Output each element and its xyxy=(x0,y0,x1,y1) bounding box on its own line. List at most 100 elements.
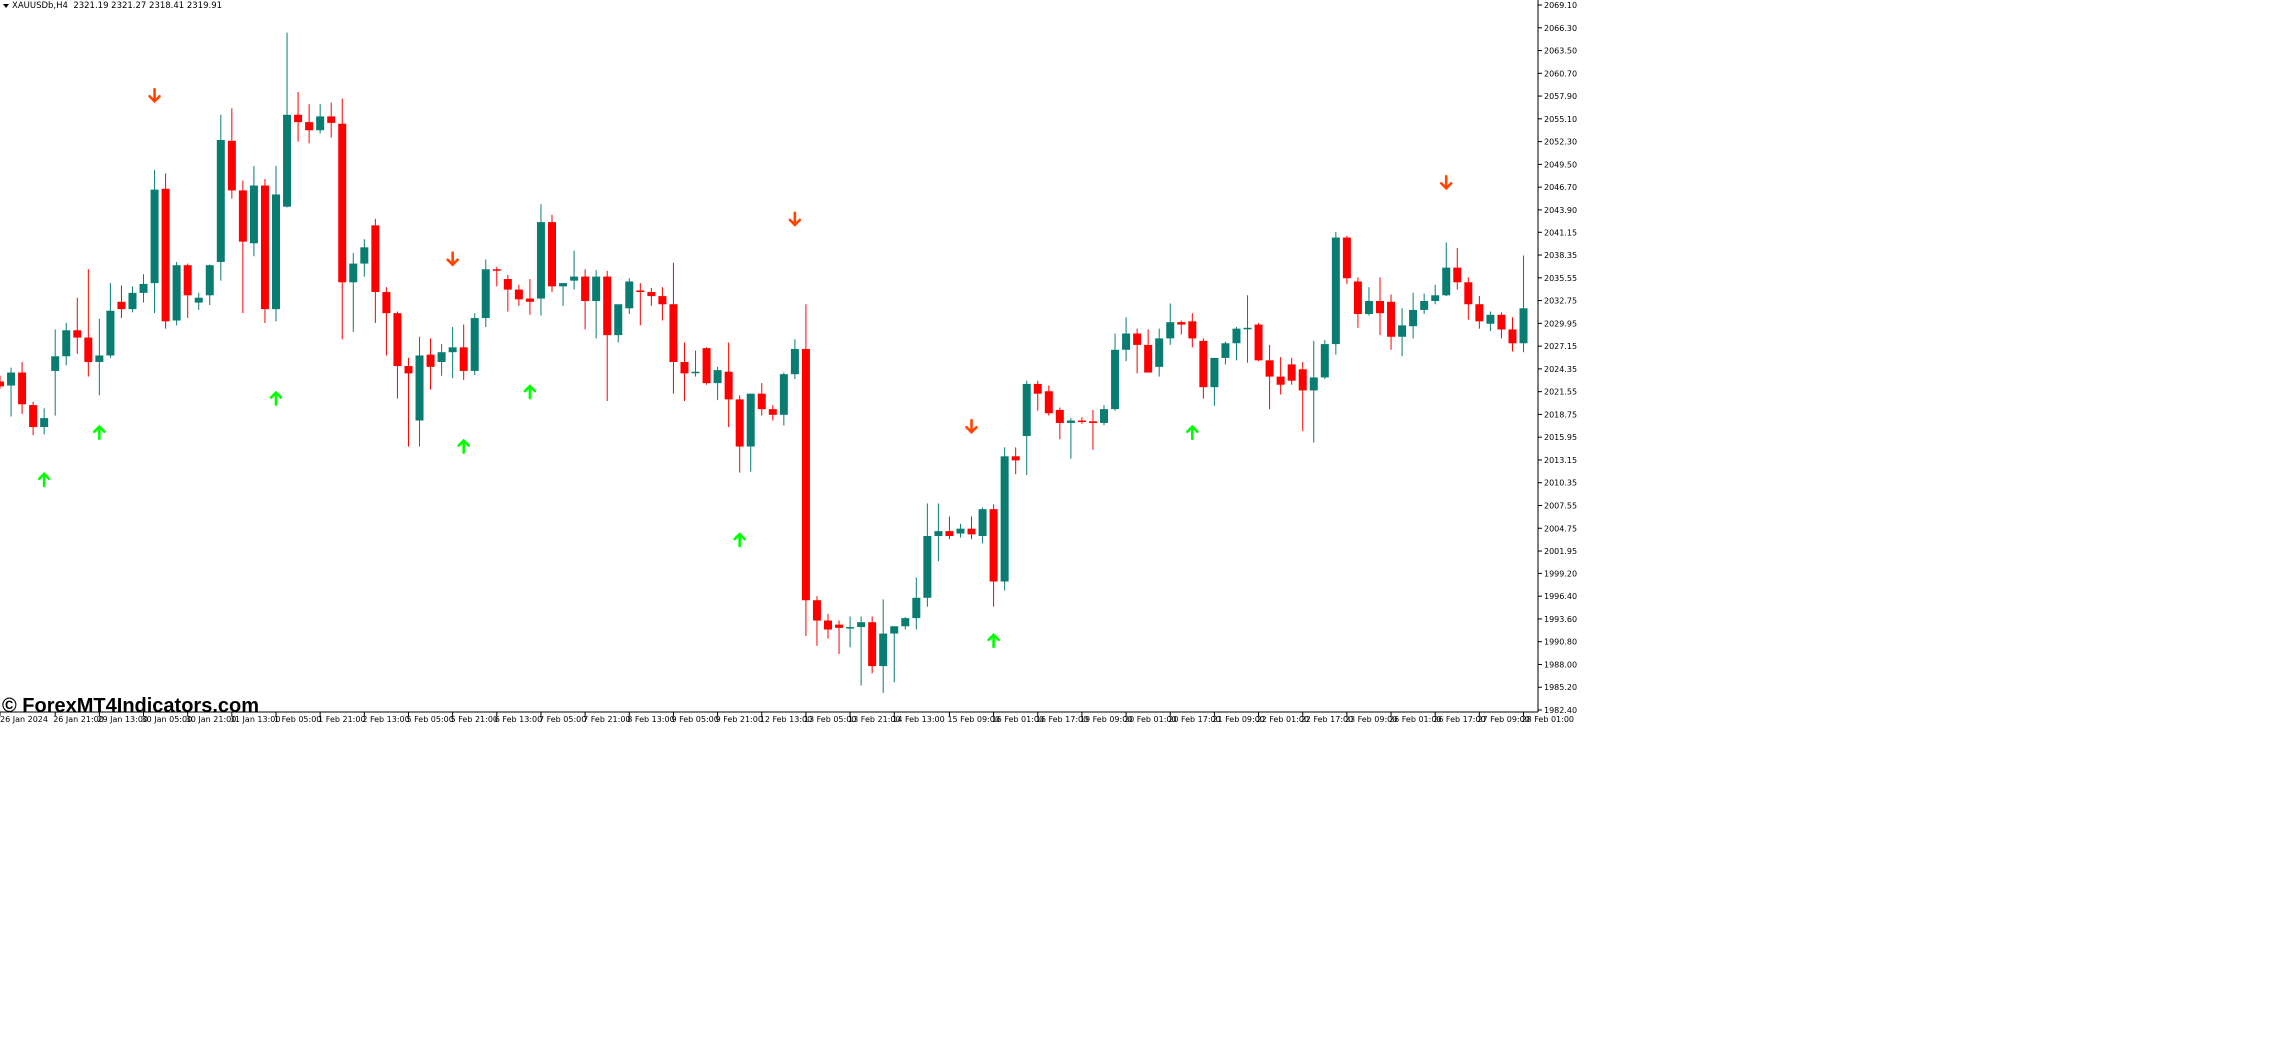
candle xyxy=(415,336,424,447)
arrow-shape xyxy=(37,472,51,488)
candle-body xyxy=(1508,329,1517,344)
candle-body xyxy=(1022,383,1031,436)
candle xyxy=(183,263,192,319)
time-tick-label: 12 Feb 13:00 xyxy=(760,715,812,724)
candle xyxy=(812,596,821,646)
candle-body xyxy=(614,304,623,336)
signals-layer xyxy=(37,87,1453,649)
candle-body xyxy=(1166,322,1175,339)
candle-body xyxy=(1243,327,1252,330)
candle-body xyxy=(404,366,413,374)
candle-body xyxy=(1464,282,1473,305)
candle-body xyxy=(801,348,810,601)
time-tick-label: 22 Feb 01:00 xyxy=(1257,715,1309,724)
candle-body xyxy=(1276,376,1285,385)
candle xyxy=(84,269,93,377)
time-tick-label: 26 Jan 21:00 xyxy=(53,715,104,724)
candle-body xyxy=(1442,267,1451,296)
candle-body xyxy=(1298,369,1307,391)
candle-body xyxy=(812,600,821,621)
candle xyxy=(846,616,855,648)
candle-body xyxy=(702,348,711,384)
arrow-shape xyxy=(733,532,746,548)
candle-body xyxy=(1409,309,1418,327)
candle-body xyxy=(1387,301,1396,337)
candle-body xyxy=(360,247,369,264)
candle-body xyxy=(481,269,490,319)
time-tick-label: 1 Feb 05:00 xyxy=(274,715,321,724)
candle-body xyxy=(1111,349,1120,410)
candle-body xyxy=(272,194,280,310)
candle xyxy=(1144,329,1153,373)
candle xyxy=(161,173,170,329)
candle xyxy=(216,114,225,281)
price-tick-label: 2041.15 xyxy=(1544,228,1577,237)
candle-body xyxy=(1376,300,1384,314)
candle-body xyxy=(294,114,303,123)
watermark: © ForexMT4Indicators.com xyxy=(2,695,260,717)
candle xyxy=(691,350,700,377)
buy-arrow-icon xyxy=(37,472,51,488)
price-tick-label: 2063.50 xyxy=(1544,47,1577,56)
candle-body xyxy=(40,418,49,428)
candle xyxy=(1519,255,1528,353)
candle-body xyxy=(327,116,336,123)
price-tick-label: 2027.15 xyxy=(1544,342,1577,351)
time-tick-label: 26 Feb 01:00 xyxy=(1389,715,1441,724)
candle-body xyxy=(393,313,402,367)
candle-body xyxy=(625,281,634,309)
candle xyxy=(614,304,623,343)
candle xyxy=(1431,284,1440,305)
candle-body xyxy=(1398,325,1407,337)
candle xyxy=(503,274,512,312)
candle-body xyxy=(426,354,435,367)
chart-menu-triangle-icon[interactable] xyxy=(3,3,9,8)
candle xyxy=(636,283,645,326)
candle-body xyxy=(1431,295,1440,301)
candle-body xyxy=(768,409,777,415)
price-tick-label: 2013.15 xyxy=(1544,456,1577,465)
candle-body xyxy=(1088,421,1097,423)
candle-body xyxy=(1188,321,1197,339)
time-tick-label: 13 Feb 21:00 xyxy=(848,715,900,724)
candle-body xyxy=(1221,343,1230,358)
price-tick-label: 1999.20 xyxy=(1544,569,1577,578)
candle xyxy=(139,274,148,303)
candle-body xyxy=(669,304,678,362)
candle-body xyxy=(1077,420,1086,423)
price-tick-label: 2055.10 xyxy=(1544,115,1577,124)
candle xyxy=(18,361,27,415)
price-tick-label: 1990.80 xyxy=(1544,638,1577,647)
price-tick-label: 1982.40 xyxy=(1544,706,1577,715)
arrow-shape xyxy=(457,438,470,454)
candle xyxy=(724,342,733,428)
candle-body xyxy=(735,399,744,447)
time-tick-label: 16 Feb 17:00 xyxy=(1036,715,1088,724)
candle-body xyxy=(879,633,888,667)
time-tick-label: 14 Feb 13:00 xyxy=(892,715,944,724)
candle-body xyxy=(305,122,314,131)
candle-body xyxy=(7,372,16,386)
price-tick-label: 1993.60 xyxy=(1544,615,1577,624)
price-tick-label: 1996.40 xyxy=(1544,592,1577,601)
candle-body xyxy=(0,381,4,387)
candle xyxy=(294,92,303,142)
candle xyxy=(868,616,877,674)
candle xyxy=(978,507,987,544)
candle xyxy=(1133,328,1142,374)
candle xyxy=(437,344,446,376)
candle-body xyxy=(1497,314,1506,330)
candle-body xyxy=(1420,300,1429,310)
candle-body xyxy=(658,296,667,305)
candle xyxy=(1077,417,1086,424)
candle-body xyxy=(1033,383,1042,394)
candle xyxy=(393,311,402,399)
candle xyxy=(570,250,579,290)
time-tick-label: 27 Feb 09:00 xyxy=(1477,715,1529,724)
candle-body xyxy=(470,318,479,371)
candle xyxy=(1331,231,1340,355)
time-tick-label: 13 Feb 05:00 xyxy=(804,715,856,724)
candle xyxy=(967,516,976,540)
candle-body xyxy=(62,330,71,357)
